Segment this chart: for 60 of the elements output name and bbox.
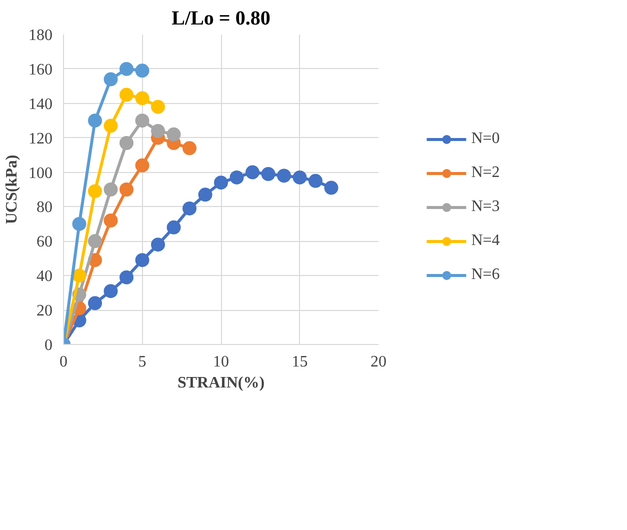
y-tick-label: 180 xyxy=(28,27,52,44)
x-tick-label: 15 xyxy=(292,354,308,370)
point xyxy=(246,165,260,180)
x-axis-title: STRAIN(%) xyxy=(177,374,265,392)
point xyxy=(166,127,181,142)
legend-label: N=2 xyxy=(471,164,500,182)
point xyxy=(292,170,307,184)
point xyxy=(120,270,134,284)
point xyxy=(308,174,322,188)
point xyxy=(182,141,196,156)
y-axis-title: UCS(kPa) xyxy=(4,154,20,224)
point xyxy=(324,180,338,195)
point xyxy=(104,118,118,133)
point xyxy=(182,201,196,216)
x-tick-label: 10 xyxy=(213,354,229,370)
point xyxy=(166,220,181,234)
point xyxy=(120,182,134,196)
y-tick-label: 160 xyxy=(28,61,52,78)
x-tick-label: 5 xyxy=(138,354,146,370)
point xyxy=(198,188,212,202)
point xyxy=(88,184,102,198)
y-tick-label: 0 xyxy=(44,337,52,354)
point xyxy=(135,253,150,268)
legend-label: N=6 xyxy=(471,266,500,284)
legend-label: N=0 xyxy=(471,130,500,148)
point xyxy=(135,158,150,172)
point xyxy=(104,72,118,86)
y-tick-label: 20 xyxy=(36,302,52,320)
point xyxy=(230,170,244,184)
point xyxy=(151,124,165,138)
point xyxy=(135,91,150,106)
y-tick-label: 100 xyxy=(28,164,52,182)
y-tick-label: 140 xyxy=(28,96,52,113)
point xyxy=(104,182,118,196)
point xyxy=(72,268,86,283)
y-tick-label: 120 xyxy=(28,130,52,148)
y-tick-label: 40 xyxy=(36,268,52,286)
y-tick-label: 80 xyxy=(36,199,52,216)
y-tick-label: 60 xyxy=(36,234,52,251)
legend-label: N=3 xyxy=(471,198,500,216)
point xyxy=(135,64,150,78)
legend-label: N=4 xyxy=(471,232,500,250)
point xyxy=(151,100,165,114)
point xyxy=(214,176,228,190)
point xyxy=(151,238,165,252)
point xyxy=(135,114,150,128)
point xyxy=(104,214,118,228)
point xyxy=(88,234,102,248)
point xyxy=(277,168,291,183)
point xyxy=(72,216,86,231)
point xyxy=(88,114,102,128)
point xyxy=(88,296,102,310)
point xyxy=(261,167,276,181)
chart-title: L/Lo = 0.80 xyxy=(172,8,270,30)
x-tick-label: 20 xyxy=(370,354,386,370)
point xyxy=(120,88,134,102)
point xyxy=(104,284,118,298)
point xyxy=(120,62,134,76)
x-tick-label: 0 xyxy=(60,354,68,370)
point xyxy=(120,136,134,150)
